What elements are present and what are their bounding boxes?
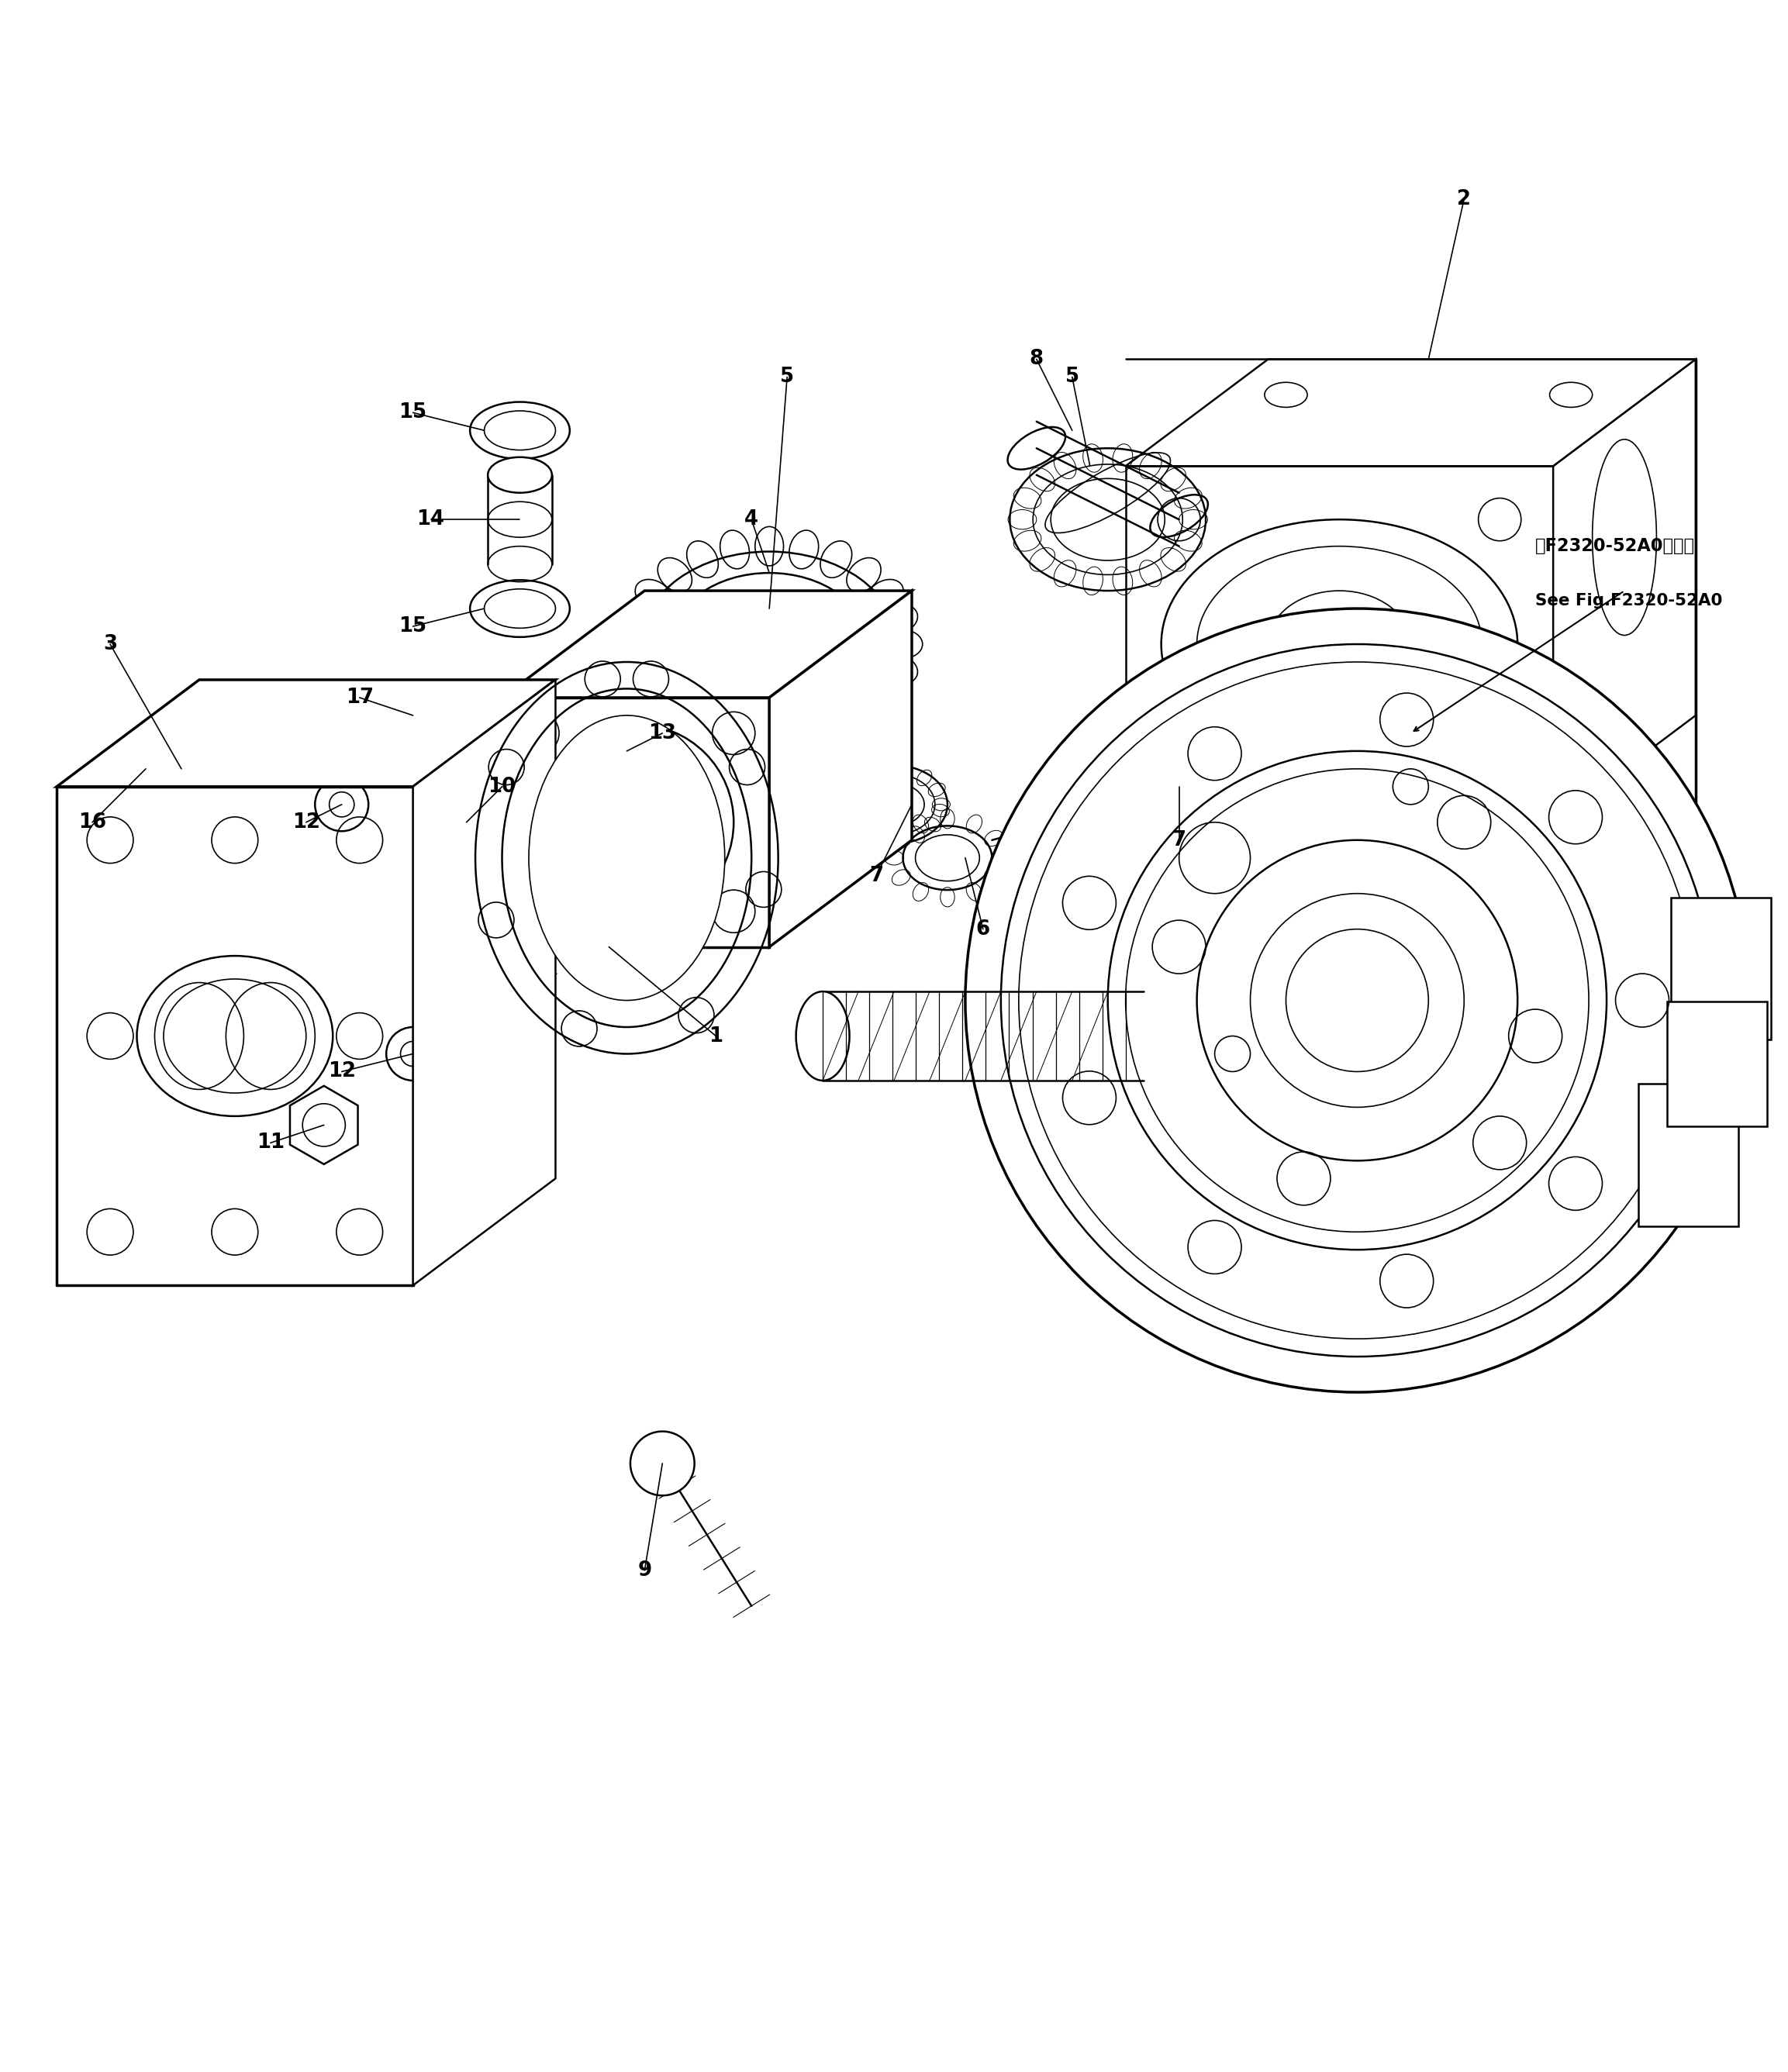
Text: 第F2320-52A0図参照: 第F2320-52A0図参照: [1536, 537, 1695, 555]
Text: 6: 6: [976, 920, 991, 939]
Text: 17: 17: [345, 688, 374, 709]
Text: 1: 1: [708, 1026, 722, 1046]
Text: 12: 12: [327, 1061, 356, 1082]
Text: 5: 5: [780, 367, 794, 387]
Text: 2: 2: [1457, 189, 1472, 209]
Polygon shape: [57, 680, 556, 787]
Polygon shape: [502, 591, 912, 698]
Ellipse shape: [742, 624, 796, 663]
Polygon shape: [1554, 358, 1695, 823]
Polygon shape: [769, 591, 912, 947]
Circle shape: [538, 725, 733, 920]
Text: 4: 4: [744, 510, 758, 530]
Polygon shape: [1666, 1001, 1767, 1125]
Polygon shape: [1672, 897, 1770, 1040]
Text: 5: 5: [1066, 367, 1080, 387]
Circle shape: [399, 719, 463, 783]
Polygon shape: [1126, 358, 1695, 466]
Text: 3: 3: [104, 634, 118, 655]
Text: 10: 10: [488, 777, 517, 798]
Polygon shape: [413, 680, 556, 1285]
Text: 15: 15: [399, 402, 427, 423]
Circle shape: [966, 609, 1749, 1392]
Polygon shape: [290, 1086, 358, 1164]
Text: 16: 16: [79, 812, 105, 833]
Text: 11: 11: [256, 1133, 284, 1152]
Text: 15: 15: [399, 615, 427, 636]
Polygon shape: [502, 698, 769, 947]
Ellipse shape: [529, 715, 724, 1001]
Polygon shape: [1638, 1084, 1738, 1227]
Text: 7: 7: [869, 866, 883, 887]
Ellipse shape: [1160, 520, 1518, 769]
Ellipse shape: [796, 992, 849, 1080]
Text: 14: 14: [417, 510, 445, 530]
Text: 8: 8: [1030, 348, 1044, 369]
Text: 12: 12: [291, 812, 320, 833]
Text: 13: 13: [649, 723, 676, 744]
Text: See Fig.F2320-52A0: See Fig.F2320-52A0: [1536, 593, 1722, 609]
Text: 7: 7: [1171, 831, 1185, 850]
Ellipse shape: [488, 458, 552, 493]
Circle shape: [631, 1432, 694, 1496]
Text: 9: 9: [638, 1560, 651, 1581]
Polygon shape: [1126, 466, 1554, 823]
